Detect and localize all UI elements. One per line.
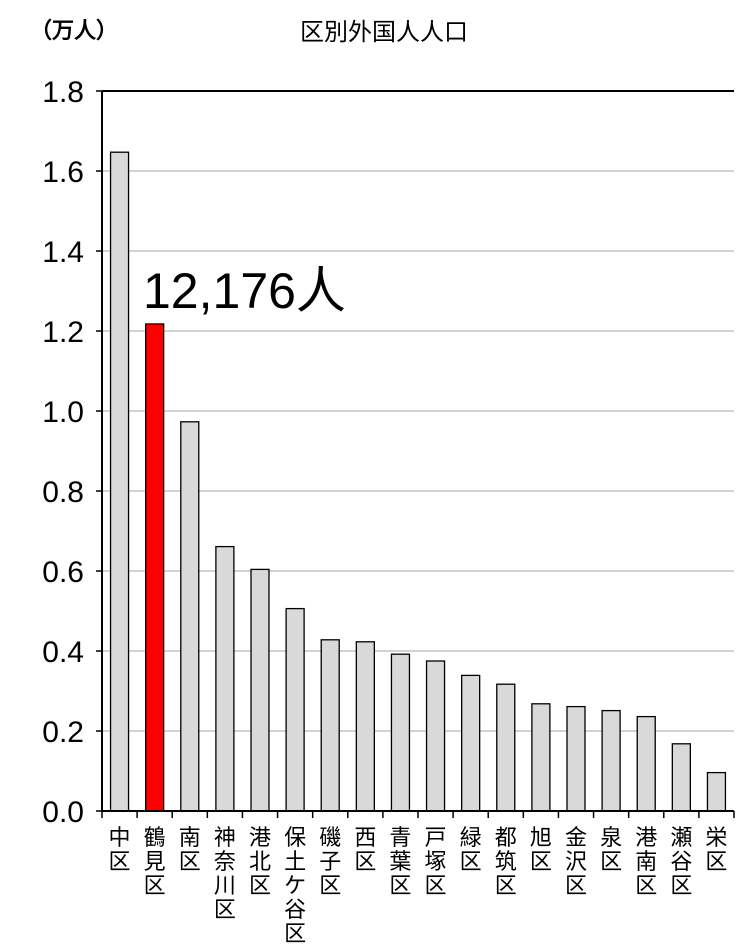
y-tick-label: 1.2 — [42, 316, 84, 349]
bar — [601, 709, 621, 812]
bar — [109, 151, 130, 812]
bar — [285, 607, 305, 812]
category-labels: 中区鶴見区南区神奈川区港北区保土ケ谷区磯子区西区青葉区戸塚区緑区都筑区旭区金沢区… — [109, 826, 728, 947]
y-tick-label: 1.6 — [42, 156, 84, 189]
bar — [706, 771, 727, 812]
x-category-label: 瀬谷区 — [670, 826, 692, 899]
x-category-label: 南区 — [179, 826, 201, 875]
bar — [671, 743, 691, 812]
x-category-label: 青葉区 — [389, 826, 411, 899]
bars — [109, 151, 727, 812]
x-category-label: 港北区 — [249, 826, 271, 899]
y-tick-label: 0.2 — [42, 716, 84, 749]
y-tick-label: 1.8 — [42, 76, 84, 109]
x-category-label: 西区 — [354, 826, 376, 875]
x-category-label: 泉区 — [600, 826, 622, 875]
x-category-label: 戸塚区 — [425, 826, 447, 899]
x-category-label: 神奈川区 — [214, 826, 236, 923]
y-tick-label: 0.4 — [42, 636, 84, 669]
x-category-label: 都筑区 — [495, 826, 517, 899]
highlight-annotation: 12,176人 — [143, 263, 346, 319]
bar — [636, 715, 656, 812]
x-category-label: 栄区 — [705, 826, 727, 875]
x-category-label: 中区 — [109, 826, 131, 875]
x-category-label: 旭区 — [530, 826, 552, 875]
x-category-label: 金沢区 — [565, 826, 587, 899]
y-tick-label: 1.4 — [42, 236, 84, 269]
x-category-label: 保土ケ谷区 — [284, 826, 306, 947]
y-tick-label: 0.0 — [42, 796, 84, 829]
bar — [425, 660, 446, 812]
bar — [355, 641, 375, 812]
y-tick-label: 0.8 — [42, 476, 84, 509]
y-tick-label: 0.6 — [42, 556, 84, 589]
bar — [496, 683, 516, 812]
bar — [531, 703, 551, 812]
y-axis-unit: （万人） — [30, 19, 118, 44]
bar — [390, 653, 411, 812]
chart-title: 区別外国人人口 — [300, 18, 468, 46]
x-category-label: 鶴見区 — [144, 826, 166, 899]
gridlines — [102, 90, 734, 732]
bar — [320, 639, 340, 812]
bar — [566, 705, 586, 812]
bar — [145, 323, 165, 812]
bar — [250, 568, 270, 812]
bar — [180, 421, 200, 812]
bar — [461, 674, 481, 812]
axes — [101, 91, 735, 818]
x-category-label: 磯子区 — [319, 826, 341, 899]
x-category-label: 港南区 — [635, 826, 657, 899]
y-tick-label: 1.0 — [42, 396, 84, 429]
bar — [215, 545, 235, 812]
x-category-label: 緑区 — [460, 826, 482, 875]
y-axis-ticks: 0.0 0.2 0.4 0.6 0.8 1.0 1.2 1.4 1.6 1.8 — [42, 76, 102, 829]
